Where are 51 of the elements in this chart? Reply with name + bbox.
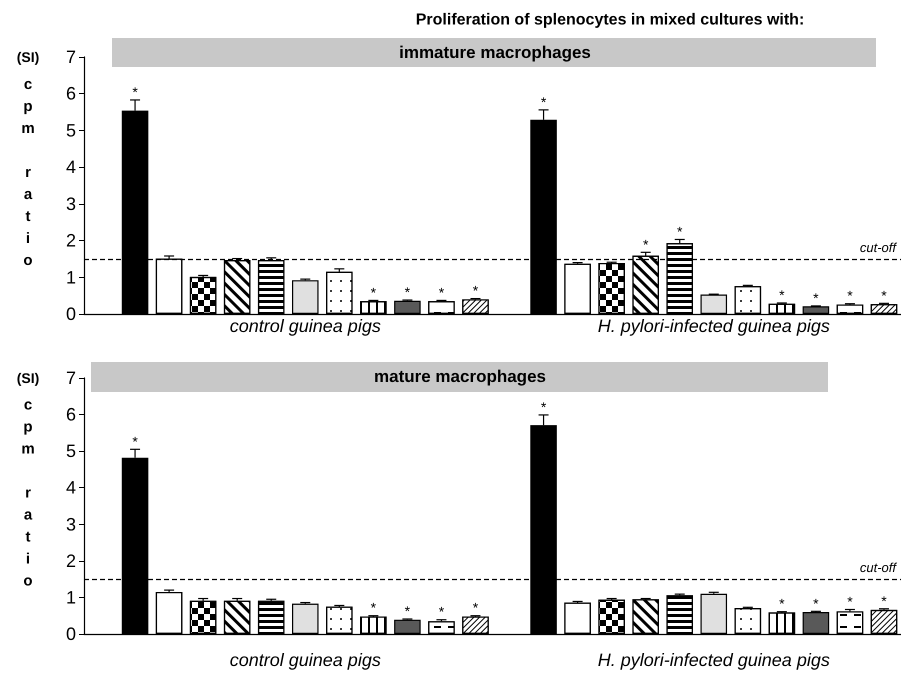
data-label: * bbox=[472, 282, 479, 299]
data-label: * bbox=[404, 603, 411, 620]
text: H. pylori-infected guinea pigs bbox=[598, 316, 830, 336]
y-tick-label: 1 bbox=[66, 587, 76, 608]
data-label: * bbox=[438, 604, 445, 620]
data-label: * bbox=[370, 600, 377, 616]
y-tick-label: 4 bbox=[66, 478, 76, 498]
text: control guinea pigs bbox=[230, 316, 381, 336]
y-tick-label: 6 bbox=[66, 84, 76, 104]
text: (SI) bbox=[16, 370, 40, 386]
y-tick-label: 0 bbox=[66, 624, 76, 644]
data-label: * bbox=[779, 286, 786, 303]
chart-subtitle: mature macrophages bbox=[374, 367, 546, 387]
text: H. pylori-infected guinea pigs bbox=[598, 650, 830, 670]
y-tick-label: 6 bbox=[66, 404, 76, 425]
data-label: * bbox=[472, 600, 479, 616]
ref-line-label: cut-off bbox=[860, 240, 898, 255]
text: control guinea pigs bbox=[230, 650, 381, 670]
y-tick-label: 3 bbox=[66, 194, 76, 214]
data-label: * bbox=[540, 398, 547, 415]
text: cpm ratio bbox=[21, 396, 35, 590]
data-label: * bbox=[370, 284, 377, 300]
y-tick-label: 7 bbox=[66, 368, 76, 388]
text: cpm ratio bbox=[21, 76, 35, 270]
data-label: * bbox=[438, 284, 445, 300]
data-label: * bbox=[779, 596, 786, 612]
data-label: * bbox=[847, 593, 854, 610]
data-label: * bbox=[132, 433, 138, 450]
data-label: * bbox=[642, 236, 649, 252]
y-tick-label: 2 bbox=[66, 550, 76, 571]
y-tick-label: 5 bbox=[66, 120, 76, 140]
data-label: * bbox=[813, 595, 820, 612]
data-label: * bbox=[404, 284, 411, 300]
chart-title: Proliferation of splenocytes in mixed cultures with: bbox=[416, 12, 804, 28]
y-tick-label: 4 bbox=[66, 157, 76, 178]
y-tick-label: 5 bbox=[66, 441, 76, 462]
y-tick-label: 0 bbox=[66, 304, 76, 324]
y-tick-label: 2 bbox=[66, 230, 76, 251]
data-label: * bbox=[881, 592, 888, 609]
ref-line-label: cut-off bbox=[860, 560, 898, 576]
y-tick-label: 7 bbox=[66, 47, 76, 67]
y-tick-label: 3 bbox=[66, 514, 76, 534]
chart-subtitle: immature macrophages bbox=[399, 42, 591, 62]
data-label: * bbox=[813, 290, 820, 306]
data-label: * bbox=[881, 287, 888, 304]
y-tick-label: 1 bbox=[66, 267, 76, 288]
data-label: * bbox=[847, 288, 854, 304]
text: (SI) bbox=[16, 49, 40, 65]
data-label: * bbox=[540, 94, 547, 110]
data-label: * bbox=[677, 223, 684, 240]
data-label: * bbox=[132, 84, 138, 100]
